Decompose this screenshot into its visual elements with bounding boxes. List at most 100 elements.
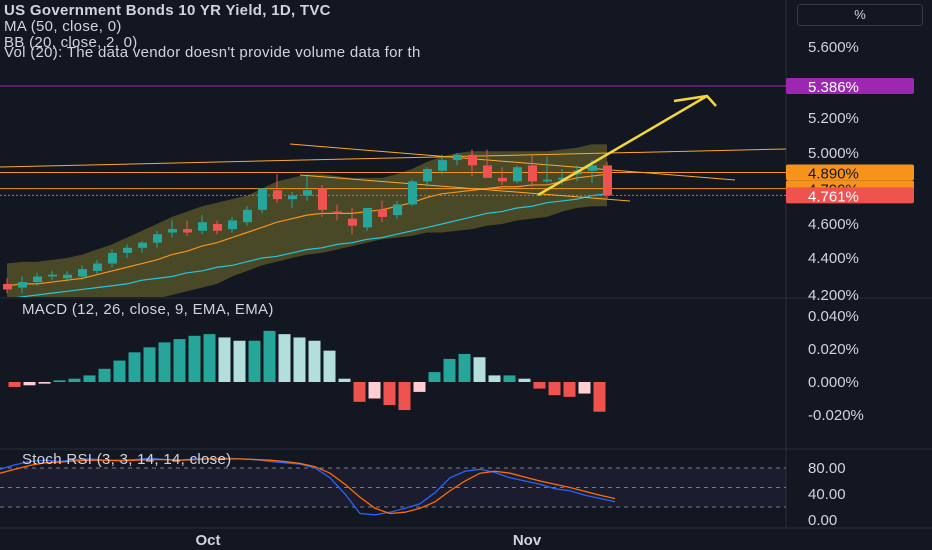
macd-histogram-bar [548, 382, 561, 396]
macd-histogram-bar [323, 350, 336, 382]
macd-histogram-bar [38, 382, 51, 384]
candle-body [168, 229, 177, 233]
price-label: 5.386% [808, 79, 859, 96]
bb-legend: BB (20, close, 2, 0) [4, 34, 138, 51]
stoch-axis-tick: 80.00 [808, 460, 846, 477]
candle-body [393, 204, 402, 216]
macd-histogram-bar [128, 352, 141, 382]
price-label: 4.761% [808, 188, 859, 205]
macd-label: MACD (12, 26, close, 9, EMA, EMA) [22, 301, 274, 318]
macd-histogram-bar [83, 375, 96, 382]
macd-histogram-bar [248, 340, 261, 382]
candle-body [603, 165, 612, 196]
macd-histogram-bar [308, 340, 321, 382]
trendline [299, 174, 631, 202]
macd-histogram-bar [203, 334, 216, 382]
price-axis-tick: 5.200% [808, 110, 859, 127]
macd-histogram-bar [173, 339, 186, 382]
macd-histogram-bar [293, 337, 306, 382]
macd-histogram-bar [113, 360, 126, 382]
macd-histogram-bar [413, 382, 426, 392]
percent-scale-button[interactable]: % [797, 4, 923, 26]
macd-histogram-bar [443, 358, 456, 382]
stoch-d-line [0, 458, 616, 515]
price-label-box [786, 164, 914, 181]
candle-body [33, 276, 42, 283]
candle-body [108, 252, 117, 264]
candle-body [363, 208, 372, 228]
macd-histogram-bar [98, 368, 111, 382]
trendline [289, 143, 736, 181]
candle-body [588, 165, 597, 171]
macd-histogram-bar [263, 330, 276, 382]
macd-axis-tick: 0.020% [808, 341, 859, 358]
macd-histogram-bar [578, 382, 591, 394]
macd-histogram-bar [458, 353, 471, 382]
macd-histogram-bar [233, 340, 246, 382]
candle-body [468, 154, 477, 166]
macd-histogram-bar [143, 347, 156, 382]
candle-body [438, 160, 447, 171]
candle-body [528, 165, 537, 182]
macd-histogram-bar [518, 378, 531, 382]
price-axis-tick: 4.600% [808, 216, 859, 233]
candle-body [48, 274, 57, 277]
candle-body [333, 211, 342, 214]
candle-body [258, 188, 267, 210]
macd-histogram-bar [488, 375, 501, 382]
macd-histogram-bar [188, 335, 201, 382]
candle-body [3, 283, 12, 290]
stoch-label: Stoch RSI (3, 3, 14, 14, close) [22, 451, 232, 468]
candle-body [288, 195, 297, 200]
macd-histogram-bar [428, 372, 441, 382]
macd-histogram-bar [68, 378, 81, 382]
candle-body [483, 165, 492, 178]
macd-axis-tick: 0.000% [808, 374, 859, 391]
annotation-arrowhead [673, 94, 717, 107]
candle-body [513, 167, 522, 182]
candle-body [198, 222, 207, 231]
macd-histogram-bar [218, 337, 231, 382]
candle-body [243, 209, 252, 223]
candle-body [153, 234, 162, 243]
price-label-box [786, 78, 914, 94]
candle-body [543, 179, 552, 182]
candle-body [123, 247, 132, 253]
candle-body [78, 269, 87, 277]
candle-body [558, 177, 567, 180]
macd-histogram-bar [8, 382, 21, 387]
macd-histogram-bar [158, 342, 171, 382]
macd-histogram-bar [593, 382, 606, 412]
bollinger-basis-line [6, 173, 608, 287]
price-label-box [786, 187, 914, 204]
macd-histogram-bar [23, 382, 36, 386]
candle-body [138, 242, 147, 248]
price-axis-tick: 4.200% [808, 287, 859, 304]
time-axis-tick: Nov [513, 532, 542, 549]
macd-histogram-bar [398, 382, 411, 411]
macd-histogram-bar [563, 382, 576, 397]
macd-histogram-bar [338, 378, 351, 382]
macd-histogram-bar [278, 334, 291, 382]
macd-histogram-bar [473, 357, 486, 382]
macd-histogram-bar [368, 382, 381, 399]
candle-body [303, 190, 312, 196]
macd-histogram-bar [353, 382, 366, 402]
price-axis-tick: 4.400% [808, 250, 859, 267]
candle-body [183, 229, 192, 233]
candle-body [18, 282, 27, 288]
vol-legend: Vol (20): The data vendor doesn't provid… [4, 44, 421, 61]
macd-histogram-bar [383, 382, 396, 406]
annotation-arrow [537, 94, 708, 197]
ma-legend: MA (50, close, 0) [4, 18, 122, 35]
candle-body [453, 154, 462, 161]
price-label: 4.890% [808, 166, 859, 183]
chart-title: US Government Bonds 10 YR Yield, 1D, TVC [4, 2, 331, 19]
candle-body [93, 263, 102, 271]
candle-body [228, 220, 237, 230]
candle-body [348, 218, 357, 226]
stoch-axis-tick: 0.00 [808, 512, 837, 529]
macd-axis-tick: 0.040% [808, 308, 859, 325]
macd-axis-tick: -0.020% [808, 407, 864, 424]
